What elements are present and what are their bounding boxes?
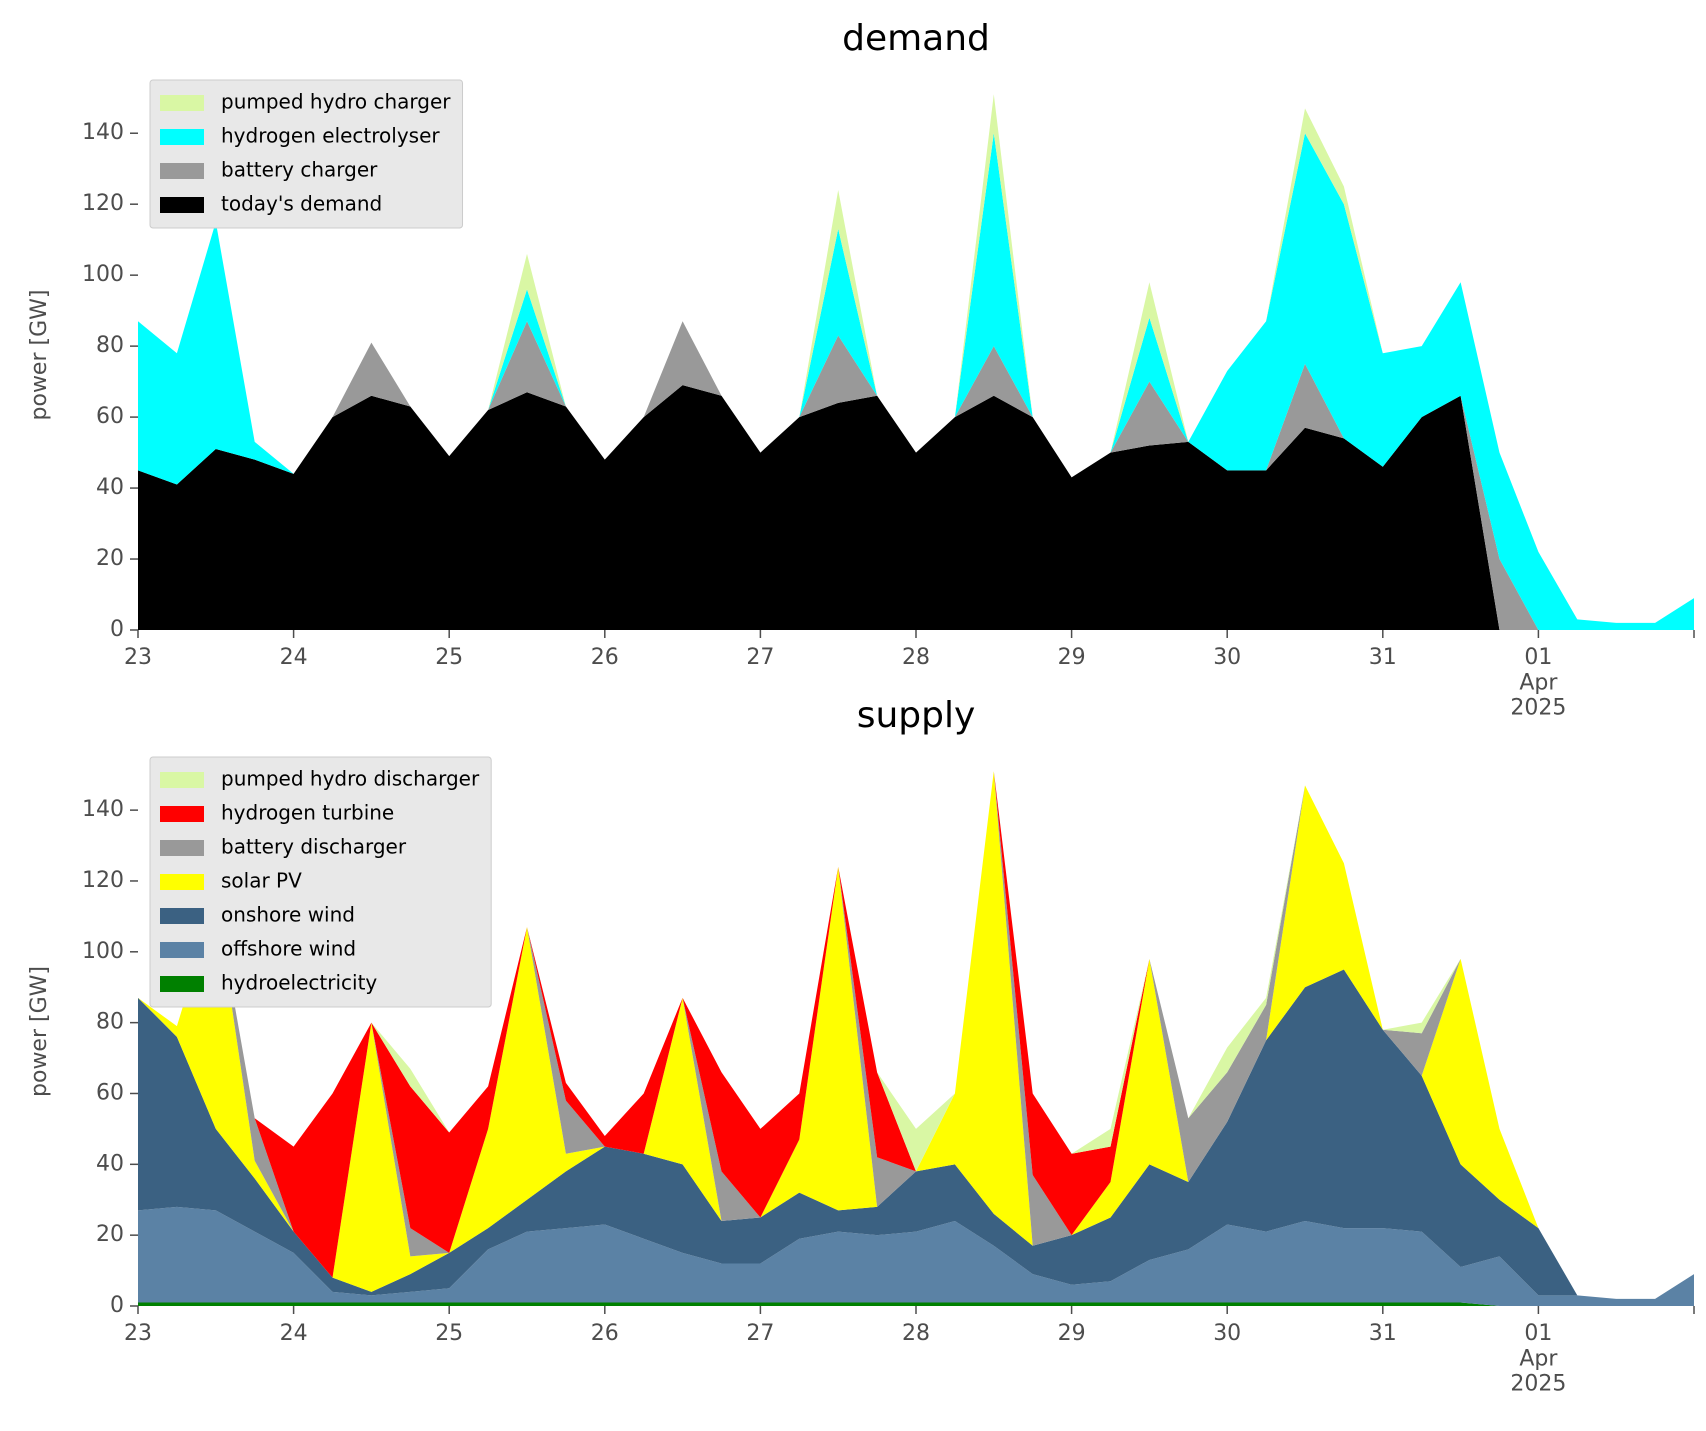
legend-label: hydrogen electrolyser bbox=[221, 124, 440, 148]
y-tick-label: 140 bbox=[82, 120, 124, 145]
legend-swatch bbox=[160, 95, 204, 111]
x-tick-label: 30 bbox=[1213, 1321, 1241, 1346]
legend-label: today's demand bbox=[221, 192, 382, 216]
area bbox=[138, 385, 1694, 630]
legend-label: pumped hydro charger bbox=[221, 90, 451, 114]
x-tick-label: 29 bbox=[1058, 645, 1086, 670]
legend-swatch bbox=[160, 772, 204, 788]
y-tick-label: 0 bbox=[110, 1293, 124, 1318]
chart-title: demand bbox=[842, 18, 990, 59]
legend-swatch bbox=[160, 163, 204, 179]
legend-label: onshore wind bbox=[221, 903, 355, 927]
x-tick-label: 25 bbox=[435, 1321, 463, 1346]
x-tick-label: 28 bbox=[902, 645, 930, 670]
x-tick-label: 31 bbox=[1369, 645, 1397, 670]
y-tick-label: 100 bbox=[82, 262, 124, 287]
legend-swatch bbox=[160, 197, 204, 213]
y-axis-label: power [GW] bbox=[27, 966, 52, 1097]
y-tick-label: 40 bbox=[96, 475, 124, 500]
legend-label: pumped hydro discharger bbox=[221, 767, 480, 791]
y-tick-label: 60 bbox=[96, 1080, 124, 1105]
x-tick-label: 25 bbox=[435, 645, 463, 670]
y-tick-label: 80 bbox=[96, 333, 124, 358]
x-tick-label: 27 bbox=[746, 1321, 774, 1346]
y-tick-label: 20 bbox=[96, 1222, 124, 1247]
x-tick-label: 30 bbox=[1213, 645, 1241, 670]
chart-panel: supply power [GW] 0 20 40 60 80 100 120 140 23 24 25… bbox=[27, 695, 1695, 1397]
x-tick-label: 23 bbox=[124, 1321, 152, 1346]
x-tick-label: 26 bbox=[591, 645, 619, 670]
legend-swatch bbox=[160, 874, 204, 890]
x-tick-label: 01 Apr 2025 bbox=[1510, 1321, 1566, 1397]
y-tick-label: 0 bbox=[110, 617, 124, 642]
legend-label: hydroelectricity bbox=[221, 971, 377, 995]
legend-swatch bbox=[160, 840, 204, 856]
area bbox=[138, 1302, 1694, 1306]
legend-label: battery discharger bbox=[221, 835, 407, 859]
legend-swatch bbox=[160, 908, 204, 924]
y-tick-label: 120 bbox=[82, 868, 124, 893]
y-axis-label: power [GW] bbox=[27, 290, 52, 421]
area bbox=[138, 321, 1694, 630]
area bbox=[138, 969, 1694, 1299]
x-tick-label: 29 bbox=[1058, 1321, 1086, 1346]
y-tick-label: 40 bbox=[96, 1151, 124, 1176]
x-tick-label: 27 bbox=[746, 645, 774, 670]
y-tick-label: 20 bbox=[96, 546, 124, 571]
y-tick-label: 100 bbox=[82, 939, 124, 964]
legend-swatch bbox=[160, 806, 204, 822]
y-tick-label: 140 bbox=[82, 797, 124, 822]
y-tick-label: 120 bbox=[82, 191, 124, 216]
y-tick-label: 80 bbox=[96, 1010, 124, 1035]
legend-swatch bbox=[160, 976, 204, 992]
legend-swatch bbox=[160, 942, 204, 958]
x-tick-label: 31 bbox=[1369, 1321, 1397, 1346]
x-tick-label: 24 bbox=[280, 1321, 308, 1346]
x-tick-label: 26 bbox=[591, 1321, 619, 1346]
chart-panel: demand power [GW] 0 20 40 60 80 100 120 140 23 24 25… bbox=[27, 18, 1695, 721]
legend-label: hydrogen turbine bbox=[221, 801, 394, 825]
legend-label: offshore wind bbox=[221, 937, 356, 961]
legend-box bbox=[149, 79, 464, 229]
legend-label: solar PV bbox=[221, 869, 302, 893]
y-tick-label: 60 bbox=[96, 404, 124, 429]
x-tick-label: 24 bbox=[280, 645, 308, 670]
chart-title: supply bbox=[857, 695, 976, 736]
legend-label: battery charger bbox=[221, 158, 378, 182]
x-tick-label: 28 bbox=[902, 1321, 930, 1346]
x-tick-label: 23 bbox=[124, 645, 152, 670]
legend-swatch bbox=[160, 129, 204, 145]
x-tick-label: 01 Apr 2025 bbox=[1510, 645, 1566, 721]
area bbox=[138, 771, 1694, 1299]
legend-box bbox=[149, 756, 492, 1008]
area bbox=[138, 133, 1694, 630]
